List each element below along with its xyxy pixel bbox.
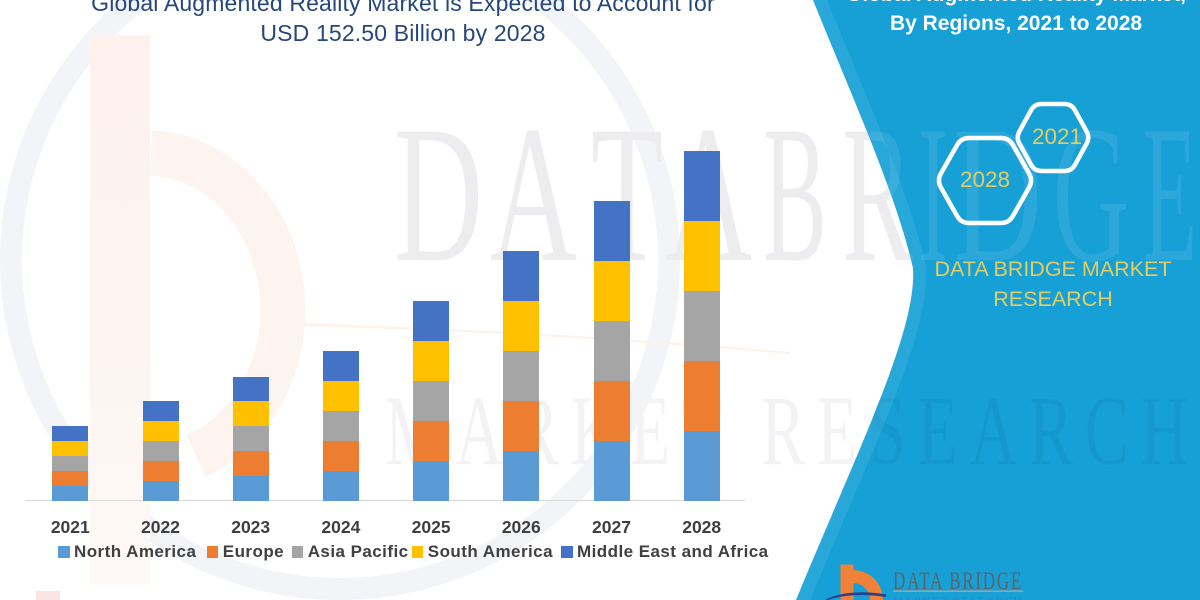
svg-text:G: G xyxy=(1053,87,1129,304)
svg-text:B: B xyxy=(763,86,827,303)
svg-text:D: D xyxy=(394,86,483,303)
svg-text:DATA BRIDGE: DATA BRIDGE xyxy=(893,566,1023,595)
svg-text:MARKET RESEARCH: MARKET RESEARCH xyxy=(893,594,1023,600)
svg-text:E: E xyxy=(1143,86,1197,303)
